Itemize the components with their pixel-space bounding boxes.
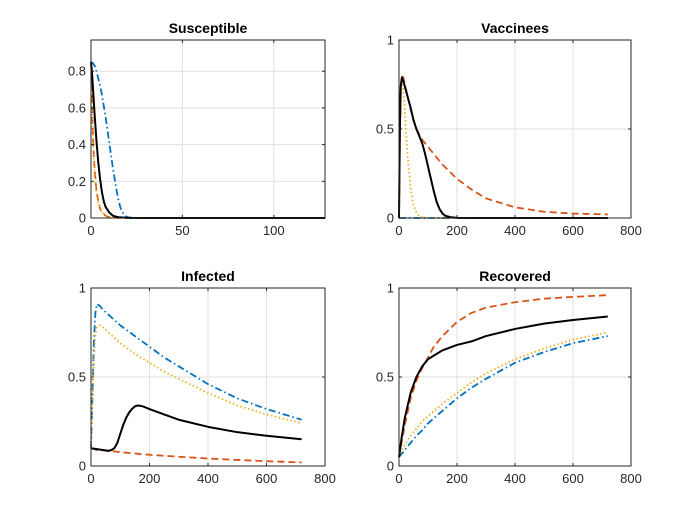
series-line-solid <box>398 76 608 219</box>
x-tick-label: 0 <box>87 471 94 486</box>
subplot-susceptible: 0 50 100 0 0.2 0.4 0.6 0.8 Susceptible <box>68 20 326 238</box>
series-line-solid <box>90 404 302 452</box>
subplot-infected: 0 200 400 600 800 0 0.5 1 Infected <box>68 268 336 486</box>
series-line-dash-dot <box>90 61 325 219</box>
x-tick-label: 600 <box>562 223 584 238</box>
y-tick-label: 0 <box>387 211 394 226</box>
series-line-dashed <box>398 294 608 458</box>
x-tick-label: 200 <box>446 223 468 238</box>
y-tick-label: 0 <box>79 459 86 474</box>
series-line-dash-dot <box>398 335 608 458</box>
series-line-dash-dot <box>90 303 302 449</box>
y-tick-label: 0.8 <box>68 64 86 79</box>
chart-title: Susceptible <box>169 20 248 36</box>
x-tick-label: 100 <box>263 223 285 238</box>
y-tick-label: 0 <box>79 211 86 226</box>
chart-title: Recovered <box>479 268 551 284</box>
y-tick-label: 0.2 <box>68 174 86 189</box>
x-tick-label: 600 <box>256 471 278 486</box>
x-tick-label: 600 <box>562 471 584 486</box>
x-tick-label: 50 <box>175 223 189 238</box>
x-tick-label: 800 <box>620 471 642 486</box>
x-tick-label: 0 <box>395 223 402 238</box>
x-tick-label: 0 <box>87 223 94 238</box>
subplot-vaccinees: 0 200 400 600 800 0 0.5 1 Vaccinees <box>376 20 642 238</box>
y-tick-label: 1 <box>79 281 86 296</box>
series-line-solid <box>398 315 608 458</box>
x-tick-label: 400 <box>504 471 526 486</box>
x-tick-label: 400 <box>197 471 219 486</box>
series-line-dotted <box>398 331 608 458</box>
chart-title: Vaccinees <box>481 20 549 36</box>
x-tick-label: 400 <box>504 223 526 238</box>
y-tick-label: 1 <box>387 33 394 48</box>
y-tick-label: 0.4 <box>68 137 86 152</box>
series-line-dotted <box>90 62 325 219</box>
y-tick-label: 0.5 <box>376 122 394 137</box>
x-tick-label: 200 <box>446 471 468 486</box>
subplot-recovered: 0 200 400 600 800 0 0.5 1 Recovered <box>376 268 642 486</box>
chart-title: Infected <box>181 268 235 284</box>
x-tick-label: 200 <box>139 471 161 486</box>
y-tick-label: 0.5 <box>376 370 394 385</box>
y-tick-label: 0.6 <box>68 100 86 115</box>
x-tick-label: 800 <box>620 223 642 238</box>
y-tick-label: 0 <box>387 459 394 474</box>
x-tick-label: 0 <box>395 471 402 486</box>
y-tick-label: 1 <box>387 281 394 296</box>
series-line-dashed <box>398 74 608 219</box>
x-tick-label: 800 <box>314 471 336 486</box>
y-tick-label: 0.5 <box>68 370 86 385</box>
